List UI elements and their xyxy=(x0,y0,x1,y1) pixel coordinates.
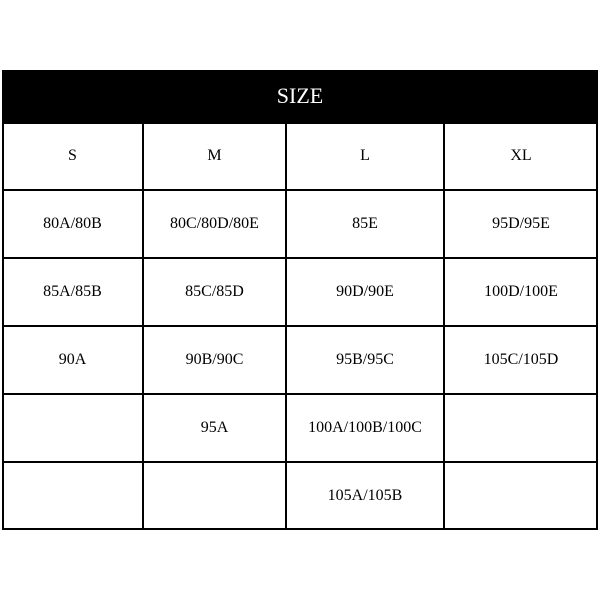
table-cell xyxy=(143,462,286,530)
table-cell xyxy=(444,394,598,462)
table-cell: 85C/85D xyxy=(143,258,286,326)
table-cell xyxy=(444,462,598,530)
column-header: L xyxy=(286,122,444,190)
table-cell: 90B/90C xyxy=(143,326,286,394)
table-cell: 95A xyxy=(143,394,286,462)
table-cell xyxy=(2,462,143,530)
table-cell: 85A/85B xyxy=(2,258,143,326)
table-cell: 80A/80B xyxy=(2,190,143,258)
table-cell: 95B/95C xyxy=(286,326,444,394)
table-cell: 95D/95E xyxy=(444,190,598,258)
column-header: S xyxy=(2,122,143,190)
table-cell: 105C/105D xyxy=(444,326,598,394)
table-cell: 90A xyxy=(2,326,143,394)
size-table: S M L XL 80A/80B 80C/80D/80E 85E 95D/95E 85A/85B… xyxy=(2,122,598,530)
title: SIZE xyxy=(2,70,598,122)
table-cell: 100D/100E xyxy=(444,258,598,326)
table-cell: 100A/100B/100C xyxy=(286,394,444,462)
table-cell: 85E xyxy=(286,190,444,258)
table-cell xyxy=(2,394,143,462)
table-cell: 105A/105B xyxy=(286,462,444,530)
column-header: M xyxy=(143,122,286,190)
table-cell: 80C/80D/80E xyxy=(143,190,286,258)
table-cell: 90D/90E xyxy=(286,258,444,326)
column-header: XL xyxy=(444,122,598,190)
